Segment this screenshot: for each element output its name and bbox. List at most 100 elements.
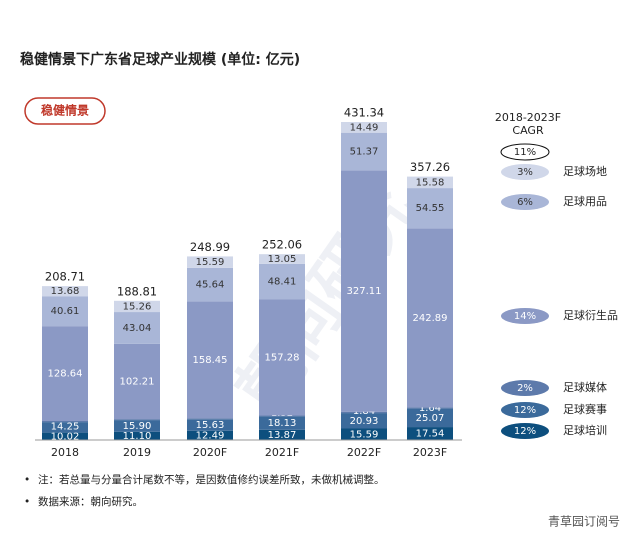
value-label: 12.49 — [196, 430, 225, 441]
bar-segment — [42, 420, 88, 423]
bar-segment — [42, 422, 88, 433]
value-label: 102.21 — [120, 376, 155, 387]
value-label: 18.13 — [268, 418, 297, 429]
x-tick-label: 2021F — [265, 446, 299, 459]
value-label: 158.45 — [193, 355, 228, 366]
value-label: 15.58 — [416, 177, 445, 188]
legend-swatch — [501, 423, 549, 439]
value-label: 327.11 — [347, 286, 382, 297]
value-label: 128.64 — [48, 369, 83, 380]
bar-segment — [114, 419, 160, 421]
bar-segment — [42, 296, 88, 327]
bar-segment — [42, 286, 88, 297]
bar-segment — [407, 408, 453, 428]
value-label: 13.87 — [268, 430, 297, 441]
total-label: 431.34 — [344, 106, 384, 120]
value-label: 25.07 — [416, 413, 445, 424]
note: 注：若总量与分量合计尾数不等，是因数值修约误差所致，未做机械调整。 — [38, 473, 385, 486]
note: 数据来源：朝向研究。 — [38, 495, 143, 508]
bar-segment — [259, 299, 305, 416]
x-tick-label: 2022F — [347, 446, 381, 459]
value-label: 43.04 — [123, 323, 152, 334]
bar-segment — [259, 429, 305, 440]
chart-title: 稳健情景下广东省足球产业规模 (单位: 亿元) — [20, 51, 300, 68]
bar-segment — [341, 428, 387, 440]
total-label: 357.26 — [410, 160, 450, 174]
bar-segment — [187, 256, 233, 268]
value-label: 11.10 — [123, 431, 152, 442]
total-label: 188.81 — [117, 284, 157, 298]
bar-segment — [114, 312, 160, 344]
legend-swatch — [501, 308, 549, 324]
total-cagr: 11% — [514, 147, 536, 158]
value-label: 15.59 — [350, 429, 379, 440]
value-label: 14.49 — [350, 122, 379, 133]
x-tick-label: 2020F — [193, 446, 227, 459]
bar-segment — [341, 122, 387, 133]
legend-cagr: 12% — [514, 405, 536, 416]
watermark: 朝向研究 — [223, 172, 430, 424]
bar-segment — [114, 343, 160, 420]
value-label: 48.41 — [268, 277, 297, 288]
value-label: 15.59 — [196, 257, 225, 268]
legend-swatch — [501, 402, 549, 418]
legend-cagr: 6% — [517, 197, 533, 208]
cagr-heading: CAGR — [512, 124, 544, 137]
cagr-heading: 2018-2023F — [495, 111, 561, 124]
legend-cagr: 12% — [514, 426, 536, 437]
value-label: 20.93 — [350, 416, 379, 427]
note-bullet: • — [24, 474, 30, 486]
legend-swatch — [501, 380, 549, 396]
value-label: 45.64 — [196, 280, 225, 291]
total-label: 252.06 — [262, 238, 302, 252]
bar-segment — [114, 420, 160, 432]
legend-cagr: 14% — [514, 311, 536, 322]
bar-segment — [407, 188, 453, 229]
value-label: 13.68 — [51, 286, 80, 297]
value-label: 17.54 — [416, 429, 445, 440]
bar-segment — [114, 300, 160, 313]
bar-segment — [341, 132, 387, 171]
note-bullet: • — [24, 496, 30, 508]
bar-segment — [341, 411, 387, 414]
legend-swatch — [501, 164, 549, 180]
x-tick-label: 2023F — [413, 446, 447, 459]
bar-segment — [259, 415, 305, 417]
value-label: 40.61 — [51, 306, 80, 317]
bar-segment — [407, 427, 453, 440]
value-label: 15.90 — [123, 421, 152, 432]
account-watermark: 青草园订阅号 — [548, 515, 620, 529]
bar-segment — [407, 407, 453, 409]
bar-segment — [187, 418, 233, 420]
bar-segment — [259, 416, 305, 430]
legend-label: 足球培训 — [563, 423, 607, 437]
legend-label: 足球用品 — [563, 194, 607, 208]
legend-label: 足球场地 — [563, 164, 607, 178]
legend-cagr: 2% — [517, 383, 533, 394]
bar-segment — [259, 263, 305, 300]
total-label: 208.71 — [45, 270, 85, 284]
legend-cagr: 3% — [517, 167, 533, 178]
bar-segment — [187, 430, 233, 440]
legend-label: 足球媒体 — [563, 380, 607, 394]
legend-label: 足球衍生品 — [563, 308, 618, 322]
x-tick-label: 2019 — [123, 446, 151, 459]
bar-segment — [42, 326, 88, 421]
value-label: 242.89 — [413, 313, 448, 324]
value-label: 51.37 — [350, 147, 379, 158]
value-label: 54.55 — [416, 203, 445, 214]
value-label: 10.02 — [51, 431, 80, 442]
value-label: 15.63 — [196, 420, 225, 431]
bar-segment — [341, 413, 387, 429]
bar-segment — [187, 301, 233, 419]
bar-segment — [341, 170, 387, 412]
bar-segment — [114, 431, 160, 440]
total-label: 248.99 — [190, 240, 230, 254]
bar-segment — [187, 267, 233, 302]
value-label: 15.26 — [123, 301, 152, 312]
scenario-label: 稳健情景 — [41, 103, 89, 118]
bar-segment — [259, 254, 305, 264]
total-cagr-badge — [500, 143, 550, 161]
scenario-badge — [24, 97, 106, 125]
